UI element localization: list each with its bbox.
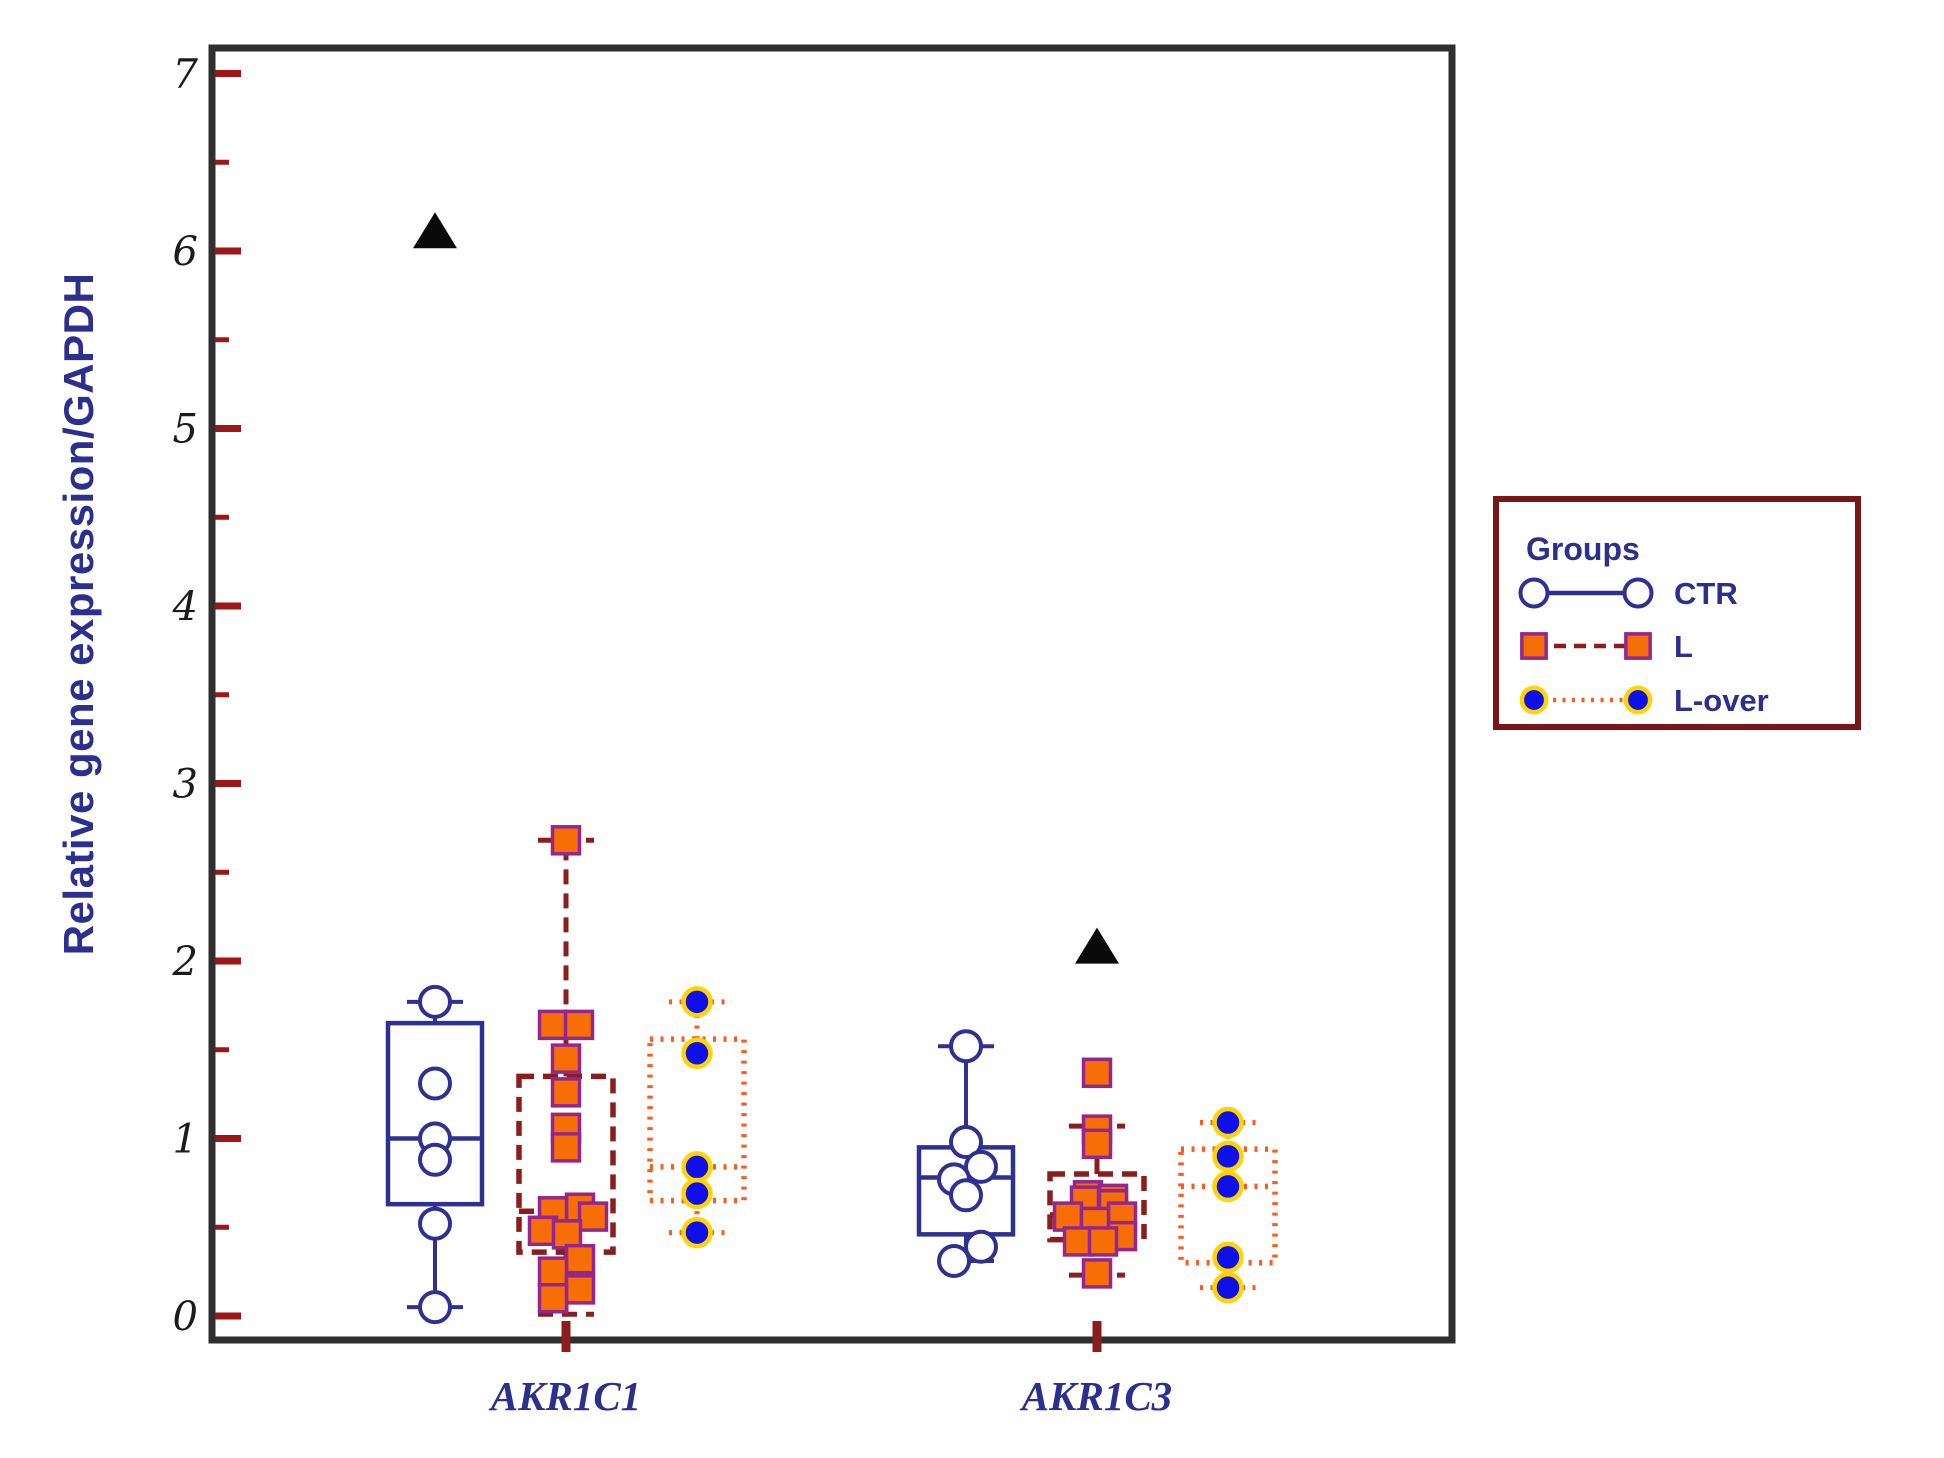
filled-circle-marker: [1212, 1170, 1244, 1203]
box-group-akr1c3-l: [1047, 1057, 1147, 1289]
y-tick-label: 2: [172, 939, 198, 985]
square-marker: [1081, 1057, 1113, 1089]
plot-frame: [208, 44, 1456, 1344]
open-circle-marker: [937, 1243, 971, 1278]
open-circle-marker: [418, 984, 452, 1019]
square-marker: [577, 1201, 609, 1232]
y-tick-label: 1: [173, 1117, 198, 1163]
open-circle-marker: [949, 1125, 983, 1160]
square-marker: [537, 1009, 569, 1041]
square-marker: [1081, 1128, 1113, 1160]
square-marker: [550, 1077, 582, 1108]
box-group-akr1c3-ctr: [916, 1029, 1016, 1278]
square-marker: [1087, 1226, 1119, 1257]
open-circle-marker: [964, 1229, 998, 1264]
y-tick-label: 4: [172, 584, 198, 630]
axis-ticks: 0 1 2 3 4 5 6 7: [172, 52, 1102, 1352]
square-marker: [564, 1243, 596, 1275]
box-group-akr1c1-l: [516, 825, 616, 1317]
legend-label-ctr: CTR: [1674, 576, 1738, 611]
y-axis-title: Relative gene expression/GAPDH: [55, 273, 102, 956]
y-tick-label: 7: [173, 52, 199, 98]
square-marker: [537, 1283, 569, 1314]
square-marker: [1062, 1226, 1094, 1257]
open-circle-marker: [1518, 577, 1550, 609]
open-circle-marker: [949, 1178, 983, 1213]
legend-label-l: L: [1674, 629, 1693, 664]
open-circle-marker: [949, 1029, 983, 1064]
filled-circle-marker: [681, 1177, 713, 1210]
legend-swatches: [1518, 577, 1654, 715]
significance-triangle: [413, 212, 457, 249]
y-tick-label: 0: [173, 1294, 198, 1340]
square-marker: [1081, 1258, 1113, 1289]
filled-circle-marker: [681, 986, 713, 1018]
series-layer: [385, 825, 1278, 1325]
box-group-akr1c3-l-over: [1178, 1106, 1278, 1304]
open-circle-marker: [418, 1290, 452, 1325]
filled-circle-marker: [1623, 685, 1653, 715]
square-marker: [1052, 1201, 1084, 1232]
square-marker: [550, 825, 582, 856]
legend: Groups CTR L L-over: [1493, 496, 1861, 730]
box-group-akr1c1-ctr: [385, 984, 485, 1325]
x-category-label-akr1c1: AKR1C1: [488, 1373, 641, 1419]
square-marker: [550, 1132, 582, 1163]
filled-circle-marker: [681, 1037, 713, 1070]
open-circle-marker: [1622, 577, 1654, 609]
annotation-layer: [413, 212, 1119, 964]
square-marker: [550, 1043, 582, 1074]
filled-circle-marker: [1212, 1241, 1244, 1274]
open-circle-marker: [418, 1142, 452, 1177]
open-circle-marker: [964, 1149, 998, 1184]
square-marker: [537, 1256, 569, 1287]
square-marker: [1520, 632, 1548, 660]
iqr-box: [385, 1020, 485, 1207]
filled-circle-marker: [1212, 1140, 1244, 1172]
square-marker: [1624, 632, 1652, 660]
square-marker: [564, 1274, 596, 1305]
legend-title: Groups: [1526, 531, 1640, 567]
filled-circle-marker: [1212, 1106, 1244, 1139]
legend-box: [1493, 496, 1861, 730]
open-circle-marker: [418, 1066, 452, 1101]
y-tick-label: 5: [173, 407, 198, 453]
filled-circle-marker: [1519, 685, 1549, 715]
box-group-akr1c1-l-over: [647, 986, 747, 1249]
y-tick-label: 6: [173, 229, 198, 275]
y-tick-label: 3: [173, 762, 198, 808]
open-circle-marker: [418, 1206, 452, 1241]
legend-label-lover: L-over: [1674, 683, 1769, 718]
square-marker: [563, 1009, 595, 1041]
x-category-label-akr1c3: AKR1C3: [1019, 1373, 1172, 1419]
filled-circle-marker: [681, 1151, 713, 1183]
filled-circle-marker: [681, 1216, 713, 1249]
filled-circle-marker: [1212, 1271, 1244, 1304]
significance-triangle: [1075, 927, 1119, 964]
square-marker: [551, 1219, 583, 1250]
